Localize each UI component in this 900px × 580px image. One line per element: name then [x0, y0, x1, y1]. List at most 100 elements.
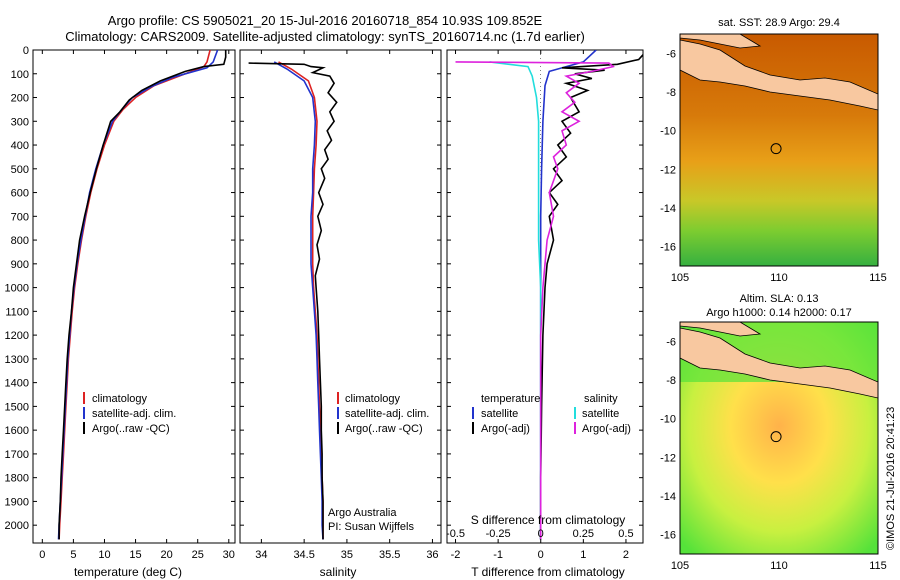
figure-title-line-1: Argo profile: CS 5905021_20 15-Jul-2016 … — [107, 13, 543, 28]
map-x-tick-label: 105 — [671, 560, 689, 572]
legend-header-temperature: temperature — [481, 393, 540, 405]
y-tick-label: 2000 — [5, 520, 29, 532]
map-y-tick-label: -14 — [660, 491, 676, 503]
map-x-tick-label: 110 — [770, 560, 788, 572]
salinity-legend: climatology satellite-adj. clim. Argo(..… — [337, 392, 429, 435]
java-island — [680, 327, 878, 399]
difference-top-xlabel: S difference from climatology — [471, 513, 626, 527]
map-y-tick-label: -6 — [666, 48, 676, 60]
y-tick-label: 500 — [11, 164, 29, 176]
y-tick-label: 1400 — [5, 378, 29, 390]
map-x-tick-label: 110 — [770, 272, 788, 284]
s-tick-label: -0.5 — [446, 528, 465, 540]
series-line-t-argo — [539, 53, 643, 540]
x-tick-label: 34 — [255, 549, 267, 561]
map-y-tick-label: -16 — [660, 530, 676, 542]
y-tick-label: 300 — [11, 116, 29, 128]
x-tick-label: 0 — [538, 549, 544, 561]
x-tick-label: 20 — [161, 549, 173, 561]
s-tick-label: 0 — [538, 528, 544, 540]
map-y-tick-label: -14 — [660, 203, 676, 215]
map-y-tick-label: -16 — [660, 242, 676, 254]
legend-header-salinity: salinity — [584, 393, 618, 405]
y-tick-label: 900 — [11, 259, 29, 271]
y-tick-label: 1200 — [5, 330, 29, 342]
s-tick-label: 0.5 — [618, 528, 633, 540]
map-y-tick-label: -8 — [666, 87, 676, 99]
y-tick-label: 400 — [11, 140, 29, 152]
y-tick-label: 200 — [11, 93, 29, 105]
java-island — [680, 39, 878, 111]
map-x-tick-label: 105 — [671, 272, 689, 284]
x-tick-label: 1 — [580, 549, 586, 561]
series-line-argo — [248, 62, 338, 540]
temperature-xlabel: temperature (deg C) — [74, 565, 182, 579]
map-x-tick-label: 115 — [869, 560, 887, 572]
legend-label-satellite: satellite-adj. clim. — [92, 408, 176, 420]
map-y-tick-label: -8 — [666, 375, 676, 387]
x-tick-label: -1 — [493, 549, 503, 561]
sla-map-title: Altim. SLA: 0.13 — [740, 293, 819, 305]
difference-xlabel: T difference from climatology — [471, 565, 625, 579]
map-y-tick-label: -10 — [660, 414, 676, 426]
map-y-tick-label: -10 — [660, 126, 676, 138]
x-tick-label: 0 — [39, 549, 45, 561]
y-tick-label: 700 — [11, 211, 29, 223]
y-tick-label: 800 — [11, 235, 29, 247]
y-tick-label: 1600 — [5, 425, 29, 437]
x-tick-label: 34.5 — [293, 549, 314, 561]
sst-map — [680, 34, 878, 266]
argo-location-marker — [770, 431, 782, 443]
imos-watermark: ©IMOS 21-Jul-2016 20:41:23 — [885, 406, 897, 550]
x-tick-label: 25 — [192, 549, 204, 561]
legend-label-satellite: satellite-adj. clim. — [345, 408, 429, 420]
annotation-argo-australia: Argo Australia — [328, 507, 397, 519]
x-tick-label: 2 — [623, 549, 629, 561]
series-line-argo — [58, 50, 227, 540]
salinity-panel-frame — [239, 49, 442, 544]
legend-label-climatology: climatology — [345, 393, 401, 405]
series-line-satellite — [57, 50, 219, 540]
salinity-xlabel: salinity — [320, 565, 357, 579]
x-tick-label: 35 — [341, 549, 353, 561]
s-tick-label: 0.25 — [573, 528, 594, 540]
legend-label-climatology: climatology — [92, 393, 148, 405]
map-y-tick-label: -12 — [660, 164, 676, 176]
y-tick-label: 1900 — [5, 496, 29, 508]
y-tick-label: 1500 — [5, 401, 29, 413]
series-line-t-satellite — [539, 50, 597, 540]
difference-legend: temperature salinity satellite Argo(-adj… — [472, 393, 631, 435]
x-tick-label: -2 — [451, 549, 461, 561]
y-tick-label: 1000 — [5, 283, 29, 295]
series-line-satellite — [273, 61, 324, 540]
series-line-s-satellite — [489, 61, 542, 540]
x-tick-label: 36 — [426, 549, 438, 561]
legend-label-argo: Argo(..raw -QC) — [92, 423, 170, 435]
map-x-tick-label: 115 — [869, 272, 887, 284]
series-line-climatology — [58, 50, 211, 540]
legend-label-argo: Argo(..raw -QC) — [345, 423, 423, 435]
legend-label-s-satellite: satellite — [582, 408, 619, 420]
y-tick-label: 0 — [23, 45, 29, 57]
map-y-tick-label: -12 — [660, 452, 676, 464]
borneo-coast — [680, 322, 762, 337]
legend-label-t-argo: Argo(-adj) — [481, 423, 530, 435]
y-tick-label: 100 — [11, 69, 29, 81]
borneo-coast — [680, 34, 762, 49]
x-tick-label: 10 — [98, 549, 110, 561]
sla-map-frame — [679, 321, 879, 555]
y-tick-label: 1700 — [5, 449, 29, 461]
x-tick-label: 35.5 — [379, 549, 400, 561]
argo-location-marker — [770, 143, 782, 155]
sla-map-subtitle: Argo h1000: 0.14 h2000: 0.17 — [706, 307, 852, 319]
sst-map-frame — [679, 33, 879, 267]
y-tick-label: 1300 — [5, 354, 29, 366]
x-tick-label: 15 — [129, 549, 141, 561]
sla-map — [680, 322, 878, 554]
series-line-s-argo — [455, 61, 615, 540]
s-tick-label: -0.25 — [486, 528, 511, 540]
y-tick-label: 1800 — [5, 473, 29, 485]
figure-title-line-2: Climatology: CARS2009. Satellite-adjuste… — [65, 29, 585, 44]
x-tick-label: 5 — [70, 549, 76, 561]
